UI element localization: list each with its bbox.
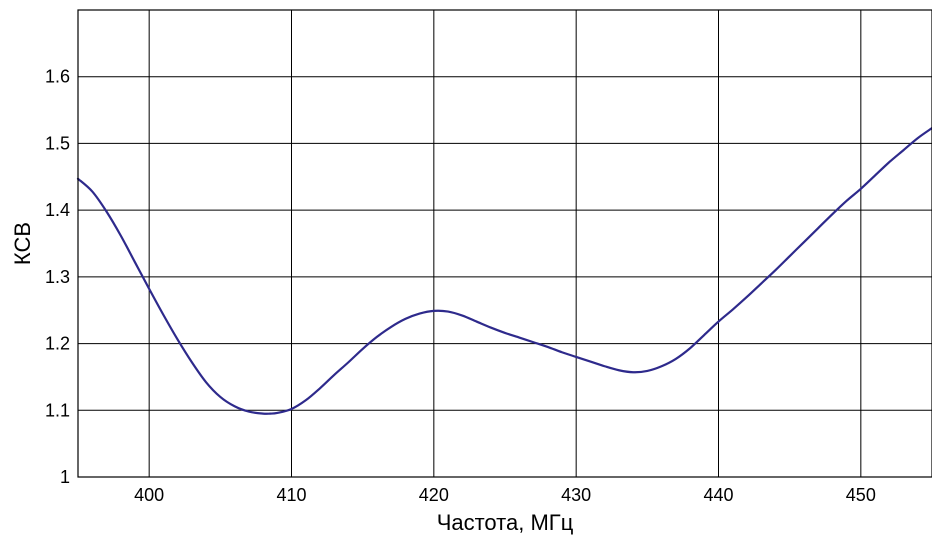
x-tick-label: 430 [561, 485, 591, 505]
x-tick-label: 450 [846, 485, 876, 505]
y-tick-label: 1 [60, 467, 70, 487]
x-axis-label: Частота, МГц [437, 510, 574, 535]
y-tick-label: 1.3 [45, 267, 70, 287]
plot-frame [77, 9, 932, 478]
y-tick-label: 1.1 [45, 400, 70, 420]
x-tick-label: 410 [276, 485, 306, 505]
x-tick-label: 440 [703, 485, 733, 505]
y-tick-label: 1.2 [45, 334, 70, 354]
vswr-series-line [76, 126, 932, 415]
y-axis-label: КСВ [10, 222, 35, 265]
plot-area [78, 10, 932, 477]
x-axis-ticks: 400 410 420 430 440 450 [134, 485, 876, 505]
y-tick-label: 1.6 [45, 67, 70, 87]
y-tick-label: 1.4 [45, 200, 70, 220]
y-axis-ticks: 1 1.1 1.2 1.3 1.4 1.5 1.6 [45, 67, 70, 487]
series-layer [76, 126, 932, 415]
x-tick-label: 400 [134, 485, 164, 505]
y-tick-label: 1.5 [45, 133, 70, 153]
x-tick-label: 420 [419, 485, 449, 505]
